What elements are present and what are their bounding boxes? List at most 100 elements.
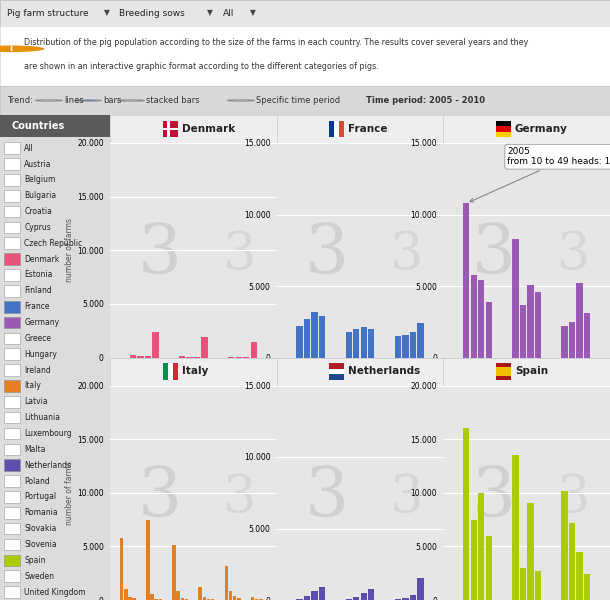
Bar: [561, 491, 568, 600]
Bar: [417, 323, 423, 358]
Circle shape: [81, 100, 96, 101]
Bar: [496, 132, 511, 137]
Text: Greece: Greece: [24, 334, 51, 343]
Bar: [535, 292, 541, 358]
Bar: [4, 221, 20, 233]
Bar: [4, 301, 20, 313]
Bar: [187, 356, 193, 358]
Text: Slovakia: Slovakia: [24, 524, 57, 533]
Bar: [496, 363, 511, 380]
Bar: [527, 503, 534, 600]
Text: France: France: [348, 124, 388, 134]
Text: Breeding sows: Breeding sows: [119, 8, 185, 17]
Bar: [201, 337, 208, 358]
Bar: [569, 322, 575, 358]
Bar: [296, 326, 303, 358]
Bar: [120, 538, 123, 600]
Text: 3: 3: [223, 472, 257, 523]
Text: Luxembourg: Luxembourg: [24, 429, 72, 438]
Text: 3: 3: [472, 464, 515, 530]
Text: Time period: 2005 - 2010: Time period: 2005 - 2010: [366, 96, 485, 105]
Text: Specific time period: Specific time period: [256, 96, 340, 105]
Text: ▼: ▼: [250, 8, 256, 17]
Text: Spain: Spain: [515, 367, 548, 377]
Text: Austria: Austria: [24, 160, 52, 169]
Bar: [395, 336, 401, 358]
Text: Italy: Italy: [24, 382, 41, 391]
Bar: [4, 158, 20, 170]
Bar: [584, 574, 590, 600]
Bar: [304, 319, 310, 358]
Text: 3: 3: [472, 221, 515, 288]
Bar: [4, 539, 20, 550]
Bar: [4, 586, 20, 598]
Bar: [4, 554, 20, 566]
Text: 3: 3: [138, 464, 182, 530]
Bar: [496, 126, 511, 132]
Bar: [233, 596, 237, 600]
Bar: [146, 520, 149, 600]
Bar: [486, 536, 492, 600]
Text: Finland: Finland: [24, 286, 52, 295]
Bar: [130, 355, 136, 358]
Bar: [4, 554, 20, 566]
Bar: [4, 396, 20, 407]
Bar: [478, 493, 484, 600]
Bar: [4, 460, 20, 471]
Text: Sweden: Sweden: [24, 572, 54, 581]
Text: All: All: [24, 143, 34, 152]
Bar: [4, 428, 20, 439]
Bar: [4, 412, 20, 424]
Bar: [173, 363, 178, 380]
Text: Bulgaria: Bulgaria: [24, 191, 56, 200]
Bar: [470, 520, 477, 600]
Bar: [172, 545, 176, 600]
Bar: [4, 443, 20, 455]
Text: Countries: Countries: [11, 121, 64, 131]
Text: bars: bars: [104, 96, 122, 105]
Bar: [181, 598, 184, 600]
Bar: [410, 595, 416, 600]
Text: Netherlands: Netherlands: [24, 461, 71, 470]
Text: ▼: ▼: [207, 8, 213, 17]
Bar: [168, 363, 173, 380]
Text: i: i: [9, 44, 13, 53]
Text: Trend:: Trend:: [7, 96, 33, 105]
Text: Pig farm structure: Pig farm structure: [7, 8, 89, 17]
Bar: [198, 587, 202, 600]
Bar: [329, 374, 344, 380]
Bar: [154, 599, 158, 600]
Bar: [4, 571, 20, 582]
Bar: [496, 367, 511, 376]
Bar: [237, 598, 240, 600]
Bar: [4, 349, 20, 360]
Text: Germany: Germany: [24, 318, 59, 327]
Text: 3: 3: [556, 229, 590, 280]
Bar: [361, 593, 367, 600]
Bar: [470, 275, 477, 358]
Bar: [162, 128, 178, 130]
Bar: [463, 428, 470, 600]
Bar: [584, 313, 590, 358]
Bar: [0, 115, 110, 137]
Bar: [224, 566, 228, 600]
Bar: [203, 597, 206, 600]
Text: United Kingdom: United Kingdom: [24, 587, 85, 596]
Bar: [128, 597, 132, 600]
Bar: [4, 253, 20, 265]
Bar: [410, 332, 416, 358]
Bar: [395, 599, 401, 600]
Text: All: All: [223, 8, 234, 17]
Bar: [4, 460, 20, 471]
Text: Romania: Romania: [24, 508, 58, 517]
Bar: [319, 316, 325, 358]
Bar: [4, 380, 20, 392]
Text: Netherlands: Netherlands: [348, 367, 420, 377]
Text: Malta: Malta: [24, 445, 46, 454]
Text: Germany: Germany: [515, 124, 568, 134]
Text: Italy: Italy: [182, 367, 208, 377]
Circle shape: [0, 46, 45, 52]
Text: Lithuania: Lithuania: [24, 413, 60, 422]
Bar: [353, 329, 359, 358]
Bar: [4, 317, 20, 328]
